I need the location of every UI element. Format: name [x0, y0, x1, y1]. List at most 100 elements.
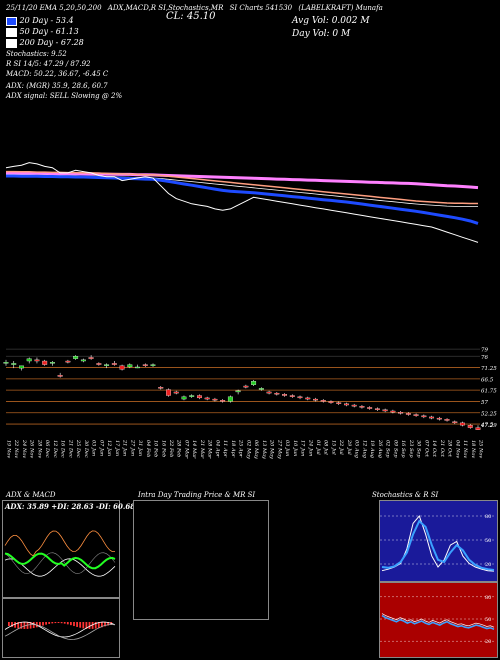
- adx-panel-title: ADX & MACD: [6, 491, 56, 499]
- adx-values: ADX: 35.89 +DI: 28.63 -DI: 60.68: [5, 502, 136, 511]
- x-tick-label: 12 Dec: [52, 440, 58, 458]
- ema50-line: [6, 170, 478, 205]
- bear-candle: [173, 391, 179, 394]
- bull-candle: [73, 356, 79, 359]
- bear-candle: [320, 400, 326, 402]
- bear-candle: [336, 402, 342, 404]
- x-tick-label: 08 Jul: [323, 440, 329, 455]
- bear-candle: [111, 363, 117, 365]
- x-tick-label: 26 Nov: [29, 439, 35, 458]
- y-tick-label: 61.75: [481, 389, 497, 395]
- bear-candle: [266, 391, 272, 394]
- ema20-label: 20 Day - 53.4: [6, 16, 74, 26]
- stoch-line: Stochastics: 9.52: [6, 50, 67, 58]
- bull-candle: [135, 366, 140, 369]
- bear-candle: [429, 416, 435, 419]
- x-tick-label: 28 Feb: [176, 439, 182, 457]
- bear-candle: [390, 410, 396, 413]
- bear-candle: [421, 415, 427, 418]
- x-tick-label: 28 Nov: [36, 439, 42, 458]
- x-tick-label: 07 Mar: [183, 440, 189, 459]
- x-tick-label: 06 Dec: [44, 440, 50, 458]
- bear-candle: [274, 392, 280, 395]
- x-tick-label: 25 Nov: [478, 439, 484, 458]
- header-top-3: SI Charts 541530: [229, 4, 293, 12]
- x-tick-label: 06 May: [253, 440, 259, 459]
- bull-candle: [227, 396, 233, 402]
- x-tick-label: 02 May: [245, 440, 251, 459]
- bear-candle: [158, 387, 164, 389]
- x-tick-label: 07 Jan: [98, 440, 104, 456]
- bull-candle: [181, 396, 187, 400]
- stoch-panel: [379, 500, 498, 582]
- x-tick-label: 25 Apr: [238, 439, 244, 458]
- y-tick-label: 71.25: [481, 366, 497, 372]
- x-tick-label: 20 May: [269, 439, 275, 459]
- x-tick-label: 12 Jan: [106, 440, 112, 456]
- bull-candle: [150, 364, 156, 366]
- day-vol: Day Vol: 0 M: [292, 29, 351, 39]
- bear-candle: [282, 394, 288, 396]
- bear-candle: [42, 360, 48, 365]
- x-tick-label: 05 Aug: [354, 440, 360, 458]
- bull-candle: [49, 362, 55, 364]
- x-tick-label: 22 Jul: [338, 439, 344, 455]
- ema200-text: 200 Day - 67.28: [19, 38, 84, 47]
- x-tick-label: 21 Oct: [439, 439, 445, 458]
- rsi-panel: [379, 582, 498, 658]
- bull-candle: [80, 359, 86, 362]
- x-tick-label: 16 Feb: [160, 440, 166, 457]
- x-tick-label: 18 Apr: [230, 440, 236, 458]
- ema200-line: [6, 171, 479, 190]
- bear-candle: [243, 385, 249, 388]
- bear-candle: [398, 412, 404, 414]
- x-tick-label: 17 Jan: [114, 440, 120, 456]
- y-tick-label: 47.29: [480, 423, 497, 429]
- signal-line: ADX signal: SELL Slowing @ 2%: [6, 92, 123, 100]
- x-tick-label: 24 Jun: [307, 439, 313, 456]
- bear-candle: [34, 359, 40, 362]
- x-tick-label: 19 Aug: [369, 440, 375, 458]
- bull-candle: [104, 364, 110, 366]
- x-tick-label: 07 Oct: [423, 440, 429, 458]
- ema20-swatch: [6, 16, 17, 26]
- x-tick-label: 16 Sep: [400, 440, 406, 458]
- bear-candle: [452, 421, 458, 424]
- macd-panel: [2, 598, 120, 658]
- y-tick-label: 52.25: [481, 411, 497, 417]
- bear-candle: [344, 403, 349, 406]
- bear-candle: [297, 396, 303, 399]
- bear-candle: [96, 363, 102, 365]
- x-tick-label: 27 Jan: [129, 439, 135, 456]
- bear-candle: [382, 409, 388, 412]
- bear-candle: [289, 395, 295, 397]
- bear-candle: [305, 397, 311, 400]
- macd-line: MACD: 50.22, 36.67, -6.45 C: [6, 70, 109, 78]
- ema50-text: 50 Day - 61.13: [19, 27, 79, 36]
- x-tick-label: 21 Jan: [122, 439, 128, 456]
- x-tick-label: 23 Sep: [408, 439, 414, 458]
- bear-candle: [413, 414, 419, 416]
- bear-candle: [313, 398, 318, 401]
- ema5-line: [5, 162, 479, 243]
- x-tick-label: 27 May: [276, 439, 282, 459]
- bear-candle: [467, 425, 473, 428]
- ema20-line: [6, 174, 479, 225]
- bull-candle: [235, 390, 241, 393]
- x-tick-label: 28 Mar: [207, 439, 213, 459]
- x-tick-label: 30 Dec: [83, 440, 89, 458]
- y-tick-label: 47.5: [480, 423, 494, 429]
- x-tick-label: 24 Nov: [21, 439, 27, 458]
- bear-candle: [436, 417, 442, 420]
- x-tick-label: 09 Sep: [392, 440, 398, 458]
- bear-candle: [444, 419, 450, 421]
- ema200-label: 200 Day - 67.28: [6, 38, 84, 48]
- y-tick-label: 66.5: [481, 377, 494, 383]
- ema50-swatch: [6, 27, 17, 37]
- x-tick-label: 18 Nov: [470, 440, 476, 458]
- bear-candle: [88, 357, 94, 359]
- bear-candle: [57, 375, 63, 377]
- x-tick-label: 25 Dec: [75, 439, 81, 458]
- bear-candle: [166, 389, 171, 396]
